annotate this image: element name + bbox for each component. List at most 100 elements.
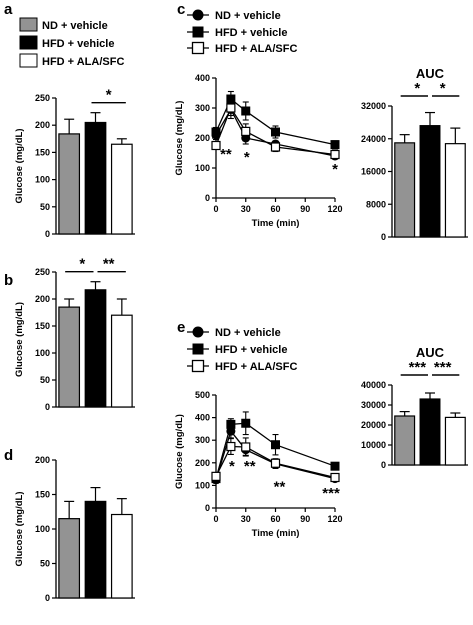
chart-title: AUC	[416, 345, 445, 360]
legend-e-label-nd: ND + vehicle	[215, 327, 281, 339]
legend-label-hfd: HFD + vehicle	[42, 38, 114, 50]
y-tick-label: 300	[195, 435, 210, 445]
legend-label-nd: ND + vehicle	[42, 20, 108, 32]
y-tick-label: 100	[195, 163, 210, 173]
y-tick-label: 40000	[361, 380, 386, 390]
y-tick-label: 100	[35, 524, 50, 534]
y-tick-label: 200	[195, 133, 210, 143]
legend-swatch-nd	[19, 17, 38, 32]
bar	[84, 121, 107, 235]
y-tick-label: 0	[205, 503, 210, 513]
chart-c-auc: 0 8000 16000 24000 32000 AUC* *	[361, 66, 468, 242]
x-tick-label: 60	[270, 204, 280, 214]
legend-swatch-ala	[19, 53, 38, 68]
bar	[110, 513, 133, 599]
data-point	[271, 127, 280, 137]
y-axis-label: Glucose (mg/dL)	[174, 414, 185, 489]
legend-swatch-hfd	[19, 35, 38, 50]
y-tick-label: 16000	[361, 167, 386, 177]
y-tick-label: 400	[195, 413, 210, 423]
data-point	[270, 142, 281, 152]
chart-a: 0 50 100 150 200 250 Glucose (mg/dL) *	[14, 87, 135, 239]
data-point	[211, 127, 221, 137]
legend-c-label-ala: HFD + ALA/SFC	[215, 43, 297, 55]
panel-letter-b: b	[4, 272, 13, 289]
bar	[58, 306, 81, 408]
significance-label: ***	[322, 485, 340, 502]
y-tick-label: 400	[195, 73, 210, 83]
y-tick-label: 500	[195, 390, 210, 400]
legend-e-label-hfd: HFD + vehicle	[215, 344, 287, 356]
significance-label: **	[220, 146, 232, 163]
y-tick-label: 8000	[366, 199, 386, 209]
bar	[394, 142, 416, 238]
x-tick-label: 60	[270, 514, 280, 524]
bar	[110, 314, 133, 408]
significance-label: *	[332, 161, 338, 178]
panel-letter-d: d	[4, 447, 13, 464]
significance-label: *	[79, 256, 85, 273]
chart-title: AUC	[416, 66, 445, 81]
y-tick-label: 200	[35, 294, 50, 304]
data-point	[226, 441, 236, 452]
y-axis-label: Glucose (mg/dL)	[14, 302, 25, 377]
x-axis-label: Time (min)	[252, 528, 300, 539]
significance-label: **	[103, 256, 115, 273]
bar	[394, 415, 416, 466]
y-tick-label: 24000	[361, 134, 386, 144]
significance-label: *	[244, 149, 250, 166]
legend-e-marker-hfd	[192, 343, 204, 355]
legend-c-label-nd: ND + vehicle	[215, 10, 281, 22]
bar	[58, 518, 81, 599]
y-tick-label: 100	[35, 175, 50, 185]
legend-e-label-ala: HFD + ALA/SFC	[215, 361, 297, 373]
bar	[84, 500, 107, 599]
x-axis-label: Time (min)	[252, 218, 300, 229]
x-tick-label: 120	[327, 514, 342, 524]
x-tick-label: 90	[300, 514, 310, 524]
y-tick-label: 20000	[361, 420, 386, 430]
y-tick-label: 200	[35, 455, 50, 465]
significance-label: *	[229, 458, 235, 475]
significance-label: **	[244, 458, 256, 475]
data-point	[330, 461, 340, 471]
y-axis-label: Glucose (mg/dL)	[14, 492, 25, 567]
y-tick-label: 150	[35, 490, 50, 500]
legend-e-marker-ala	[191, 359, 205, 373]
chart-e-auc: 0 10000 20000 30000 40000 AUC*** ***	[361, 345, 468, 470]
data-point	[226, 94, 236, 104]
bar	[84, 289, 107, 408]
y-tick-label: 0	[205, 193, 210, 203]
bar	[58, 133, 81, 235]
y-tick-label: 250	[35, 93, 50, 103]
y-tick-label: 0	[45, 593, 50, 603]
bar	[110, 143, 133, 235]
x-tick-label: 0	[213, 204, 218, 214]
y-tick-label: 150	[35, 147, 50, 157]
bar	[444, 416, 466, 466]
data-point	[330, 149, 340, 160]
legend-marker-ala	[191, 41, 205, 55]
y-axis-label: Glucose (mg/dL)	[14, 129, 25, 204]
y-tick-label: 200	[35, 120, 50, 130]
y-tick-label: 32000	[361, 101, 386, 111]
chart-c: 0 100 200 300 400 Glucose (mg/dL) 0 30 60 90 120 Ti…	[174, 73, 343, 229]
data-point	[241, 126, 251, 137]
bar	[444, 143, 466, 238]
y-tick-label: 0	[45, 229, 50, 239]
data-point	[271, 440, 280, 450]
y-axis-label: Glucose (mg/dL)	[174, 101, 185, 176]
legend-c-label-hfd: HFD + vehicle	[215, 27, 287, 39]
data-point	[270, 458, 281, 468]
data-point	[211, 140, 221, 151]
data-point	[330, 472, 340, 483]
y-tick-label: 50	[40, 375, 50, 385]
x-tick-label: 0	[213, 514, 218, 524]
chart-e: 0 100 200 300 400 500 Glucose (mg/dL) 0 30 60 90 12…	[174, 390, 343, 539]
data-point	[241, 442, 251, 452]
panel-letter-a: a	[4, 1, 13, 18]
y-tick-label: 200	[195, 458, 210, 468]
legend-marker-hfd	[192, 26, 204, 38]
y-tick-label: 0	[381, 460, 386, 470]
